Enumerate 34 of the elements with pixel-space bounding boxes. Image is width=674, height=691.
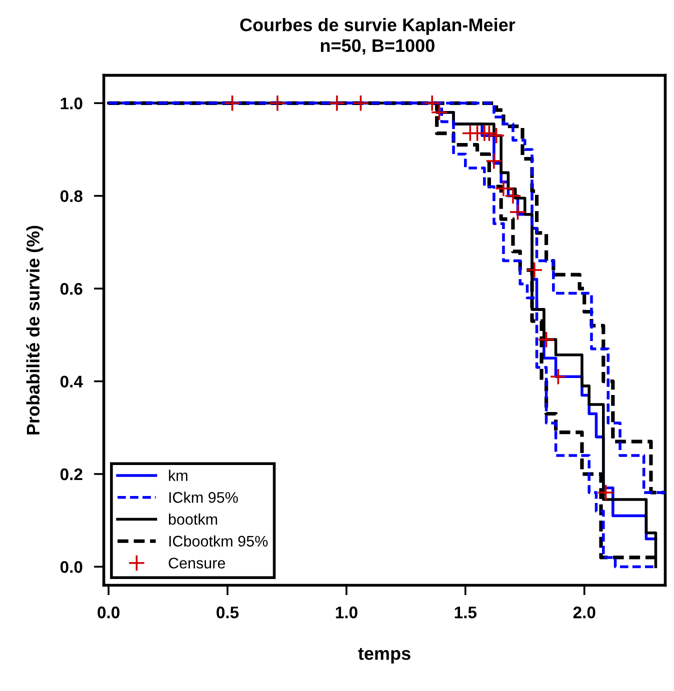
y-tick-label: 0.6 [60, 282, 82, 295]
y-tick-label: 1.0 [60, 98, 82, 110]
x-tick-label: 2.0 [573, 606, 596, 618]
x-tick-label: 1.0 [336, 606, 358, 618]
point [597, 484, 614, 502]
point [509, 204, 526, 221]
point [538, 331, 555, 348]
point [224, 94, 241, 112]
legend-label: ICbootkm 95% [169, 535, 268, 547]
y-tick-label: 0.0 [60, 561, 82, 573]
legend-label: bootkm [168, 514, 218, 525]
point [526, 261, 543, 279]
point [328, 94, 346, 112]
x-tick-label: 0.0 [98, 606, 120, 618]
point [424, 94, 441, 112]
x-tick-label: 0.5 [216, 606, 239, 618]
chart-title: Courbes de survie Kaplan-Meier [240, 18, 516, 35]
x-axis-title: temps [358, 648, 410, 664]
point [268, 94, 286, 112]
legend-label: ICkm 95% [169, 492, 238, 503]
point [430, 104, 448, 121]
y-tick-label: 0.2 [60, 468, 82, 480]
x-tick-label: 1.5 [454, 606, 477, 618]
legend-label: Censure [168, 558, 226, 569]
point [550, 368, 567, 386]
y-tick-label: 0.4 [60, 376, 83, 388]
point [504, 187, 522, 204]
point [485, 152, 502, 170]
chart-subtitle: n=50, B=1000 [320, 39, 434, 55]
y-axis-title: Probabilité de survie (%) [26, 226, 44, 434]
legend-label: km [168, 470, 188, 481]
point [494, 180, 512, 197]
point [352, 94, 370, 112]
y-tick-label: 0.8 [60, 190, 82, 202]
